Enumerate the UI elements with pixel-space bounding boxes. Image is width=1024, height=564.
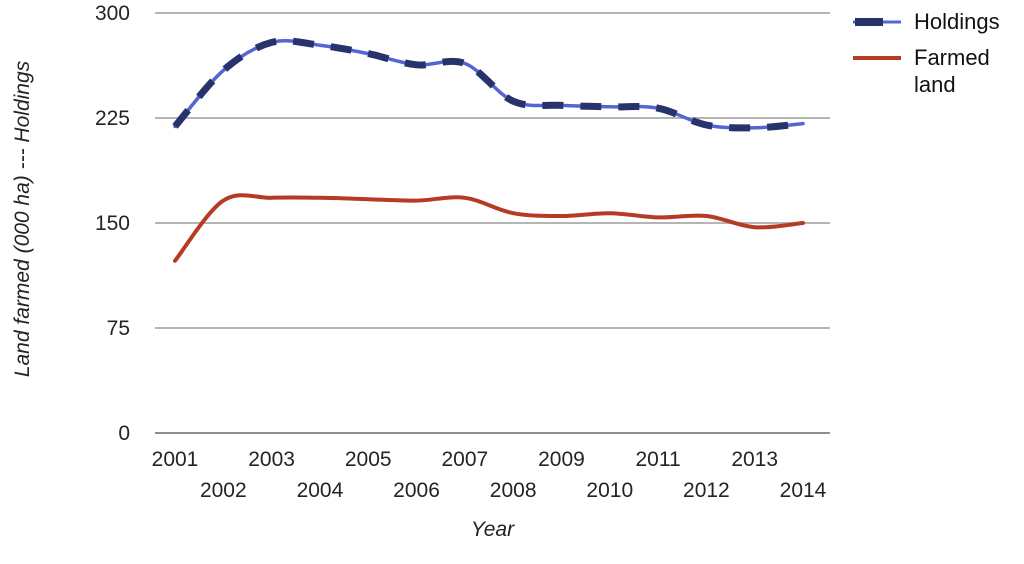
x-tick-label: 2009 bbox=[538, 448, 585, 471]
x-tick-label: 2003 bbox=[248, 448, 295, 471]
y-tick-label: 75 bbox=[107, 317, 130, 340]
y-tick-label: 225 bbox=[95, 107, 130, 130]
x-axis-title: Year bbox=[470, 518, 515, 541]
x-tick-label: 2010 bbox=[586, 479, 633, 502]
x-tick-label: 2007 bbox=[441, 448, 488, 471]
x-tick-label: 2005 bbox=[345, 448, 392, 471]
x-tick-label: 2013 bbox=[731, 448, 778, 471]
x-tick-label: 2001 bbox=[152, 448, 199, 471]
farmed-land-line bbox=[173, 193, 805, 263]
y-tick-label: 300 bbox=[95, 2, 130, 25]
x-tick-label: 2002 bbox=[200, 479, 247, 502]
legend-item-farmed-land: Farmed land bbox=[852, 44, 1016, 98]
holdings-line-dashes bbox=[172, 37, 804, 132]
holdings-line-swatch-icon bbox=[853, 18, 901, 26]
y-axis-title: Land farmed (000 ha) --- Holdings bbox=[11, 60, 34, 378]
x-tick-label: 2011 bbox=[635, 448, 680, 471]
y-tick-label: 0 bbox=[118, 422, 130, 445]
x-tick-label: 2012 bbox=[683, 479, 730, 502]
x-tick-label: 2014 bbox=[780, 479, 827, 502]
legend-label-holdings: Holdings bbox=[914, 9, 1000, 34]
legend: Holdings Farmed land bbox=[852, 8, 1016, 98]
farmed-land-line-swatch-icon bbox=[853, 56, 901, 60]
x-tick-label: 2004 bbox=[297, 479, 344, 502]
legend-item-holdings: Holdings bbox=[852, 8, 1016, 35]
x-tick-label: 2006 bbox=[393, 479, 440, 502]
x-tick-label: 2008 bbox=[490, 479, 537, 502]
legend-label-farmed-land: Farmed land bbox=[914, 45, 990, 97]
y-tick-label: 150 bbox=[95, 212, 130, 235]
